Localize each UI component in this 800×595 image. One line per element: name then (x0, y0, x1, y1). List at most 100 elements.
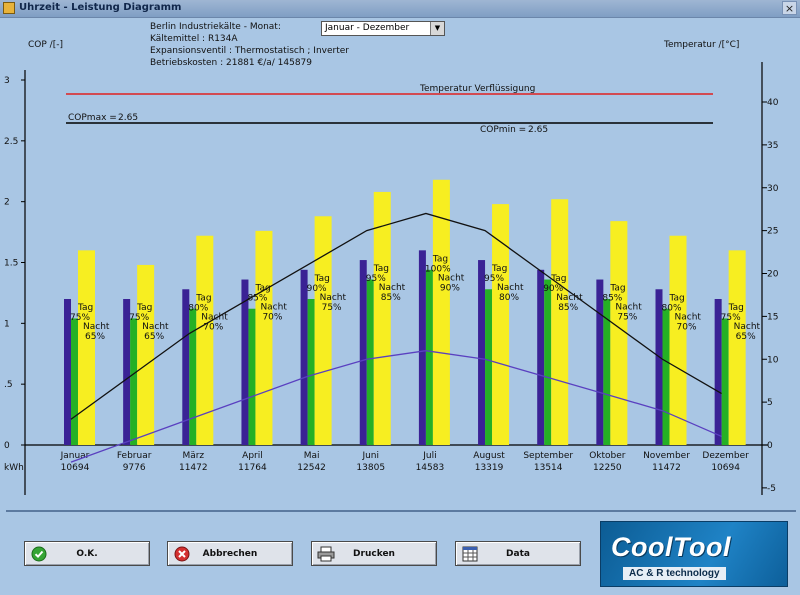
nacht-percent: 65% (736, 332, 756, 342)
nacht-bar (373, 191, 391, 445)
data-button[interactable]: Data (455, 541, 581, 566)
left-tick-label: .5 (4, 380, 13, 390)
cop-bar (359, 260, 367, 445)
month-label: Oktober (589, 451, 626, 461)
tag-percent: 95% (484, 274, 504, 284)
nacht-percent: 70% (677, 322, 697, 332)
tag-bar (307, 299, 315, 445)
cop-bar (714, 299, 722, 445)
tag-label: Tag (669, 293, 685, 303)
chevron-down-icon[interactable]: ▼ (430, 22, 444, 35)
tag-label: Tag (195, 293, 211, 303)
tag-percent: 100% (425, 264, 451, 274)
check-icon (30, 545, 48, 562)
cop-bar (655, 289, 663, 445)
cop-bar (300, 269, 308, 445)
kwh-value: 9776 (123, 463, 146, 473)
nacht-bar (196, 235, 214, 445)
condensing-temp-label: Temperatur Verflüssigung (419, 84, 535, 94)
month-select[interactable]: Januar - Dezember ▼ (321, 21, 445, 36)
nacht-bar (255, 230, 273, 445)
kwh-value: 10694 (61, 463, 90, 473)
kwh-axis-label: kWh (4, 463, 24, 473)
window-title: Uhrzeit - Leistung Diagramm (19, 2, 182, 13)
month-select-value: Januar - Dezember (325, 23, 410, 33)
left-tick-label: 0 (4, 441, 10, 451)
ok-button[interactable]: O.K. (24, 541, 150, 566)
info-refrigerant: Kältemittel : R134A (150, 34, 238, 44)
title-bar: Uhrzeit - Leistung Diagramm × (0, 0, 800, 18)
nacht-percent: 65% (85, 332, 105, 342)
tag-bar (130, 318, 138, 445)
right-tick-label: 25 (767, 227, 778, 237)
month-label: August (473, 451, 505, 461)
abbrechen-button[interactable]: Abbrechen (167, 541, 293, 566)
logo-main-text: CoolTool (611, 532, 731, 562)
drucken-button[interactable]: Drucken (311, 541, 437, 566)
tag-label: Tag (609, 284, 625, 294)
close-icon[interactable]: × (782, 1, 797, 15)
logo-sub-text: AC & R technology (623, 567, 726, 580)
month-label: Januar (60, 451, 90, 461)
tag-bar (366, 279, 374, 445)
nacht-label: Nacht (379, 283, 406, 293)
abbrechen-button-label: Abbrechen (202, 549, 258, 559)
ok-button-label: O.K. (76, 549, 98, 559)
nacht-percent: 70% (262, 313, 282, 323)
nacht-percent: 75% (322, 303, 342, 313)
month-label: November (643, 451, 690, 461)
cop-bar (64, 299, 71, 445)
tag-label: Tag (728, 303, 744, 313)
nacht-bar (314, 216, 332, 445)
tag-percent: 80% (188, 303, 208, 313)
nacht-percent: 65% (144, 332, 164, 342)
right-tick-label: 10 (767, 355, 779, 365)
tag-percent: 75% (721, 313, 741, 323)
tag-percent: 90% (307, 284, 327, 294)
nacht-label: Nacht (142, 322, 169, 332)
nacht-bar (728, 250, 746, 445)
month-label: März (182, 451, 204, 461)
tag-percent: 75% (129, 313, 149, 323)
app-icon (3, 2, 15, 14)
right-tick-label: 5 (767, 398, 773, 408)
copmax-label: COPmax = (68, 113, 117, 123)
nacht-label: Nacht (438, 273, 465, 283)
kwh-value: 11472 (179, 463, 208, 473)
tag-label: Tag (491, 264, 507, 274)
cooltool-logo: CoolTool AC & R technology (600, 521, 788, 587)
right-axis-title: Temperatur /[°C] (664, 40, 740, 50)
tag-label: Tag (136, 303, 152, 313)
kwh-value: 11472 (652, 463, 681, 473)
nacht-percent: 70% (203, 322, 223, 332)
cop-bar (182, 289, 190, 445)
cop-bar (418, 250, 426, 445)
right-tick-label: 35 (767, 141, 778, 151)
nacht-label: Nacht (83, 322, 110, 332)
table-icon (461, 545, 479, 562)
copmax-value: 2.65 (118, 113, 138, 123)
data-button-label: Data (506, 549, 530, 559)
tag-label: Tag (77, 303, 93, 313)
right-tick-label: -5 (767, 484, 776, 494)
tag-bar (425, 269, 433, 445)
cop-bar (241, 279, 249, 445)
tag-percent: 85% (602, 294, 622, 304)
left-tick-label: 1 (4, 319, 10, 329)
kwh-value: 11764 (238, 463, 267, 473)
nacht-percent: 80% (499, 293, 519, 303)
kwh-value: 13805 (356, 463, 385, 473)
cop-line (70, 350, 722, 463)
tag-percent: 90% (543, 284, 563, 294)
tag-percent: 75% (70, 313, 90, 323)
nacht-percent: 85% (558, 303, 578, 313)
temperature-line (70, 212, 722, 420)
tag-bar (721, 318, 729, 445)
tag-percent: 85% (247, 294, 267, 304)
nacht-bar (610, 221, 628, 445)
tag-label: Tag (254, 284, 270, 294)
tag-label: Tag (550, 274, 566, 284)
info-costs: Betriebskosten : 21881 €/a/ 145879 (150, 58, 313, 68)
nacht-label: Nacht (260, 303, 287, 313)
cop-bar (123, 299, 131, 445)
